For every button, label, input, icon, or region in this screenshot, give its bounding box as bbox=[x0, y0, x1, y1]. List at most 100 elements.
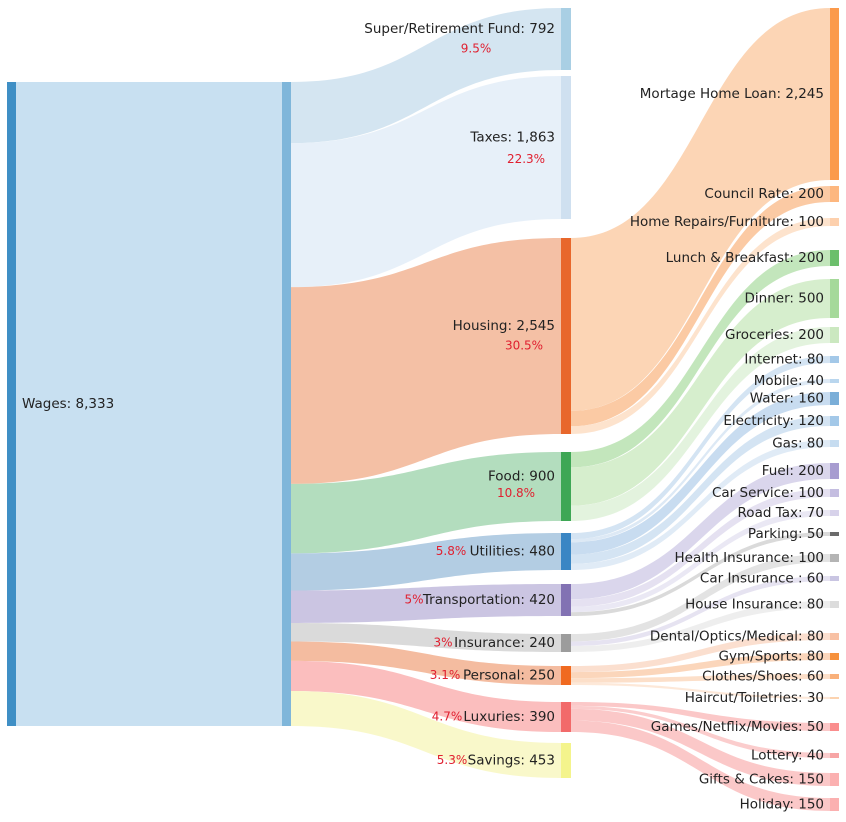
node-roadtax bbox=[830, 510, 839, 516]
node-parking bbox=[830, 532, 839, 536]
link-utilities-gas bbox=[571, 440, 830, 570]
label-parking: Parking: 50 bbox=[748, 526, 824, 542]
label-gas: Gas: 80 bbox=[772, 436, 824, 452]
link-transport-roadtax bbox=[571, 510, 830, 613]
node-wages_mid bbox=[282, 82, 291, 726]
node-holiday bbox=[830, 798, 839, 811]
label-fuel: Fuel: 200 bbox=[762, 463, 824, 479]
link-layer bbox=[16, 8, 830, 811]
link-utilities-electricity bbox=[571, 416, 830, 564]
link-wages_mid-savings bbox=[291, 690, 561, 778]
node-healthins bbox=[830, 554, 839, 562]
link-wages_mid-personal bbox=[291, 641, 561, 685]
node-carins bbox=[830, 576, 839, 581]
node-clothes bbox=[830, 674, 839, 679]
link-wages_mid-housing bbox=[291, 238, 561, 484]
node-electricity bbox=[830, 416, 839, 426]
label-lunch: Lunch & Breakfast: 200 bbox=[666, 250, 824, 266]
node-transport bbox=[561, 584, 571, 616]
node-mortgage bbox=[830, 8, 839, 180]
label-carins: Car Insurance : 60 bbox=[700, 571, 824, 587]
percent-food: 10.8% bbox=[497, 486, 535, 500]
link-luxuries-holiday bbox=[571, 720, 830, 811]
link-wages_mid-taxes bbox=[291, 76, 561, 288]
link-luxuries-gifts bbox=[571, 708, 830, 786]
link-transport-fuel bbox=[571, 463, 830, 600]
link-wages_mid-food bbox=[291, 452, 561, 554]
link-wages_mid-transport bbox=[291, 584, 561, 623]
link-luxuries-games bbox=[571, 702, 830, 731]
label-mobile: Mobile: 40 bbox=[754, 373, 824, 389]
label-roadtax: Road Tax: 70 bbox=[738, 505, 824, 521]
node-housing bbox=[561, 238, 571, 434]
node-internet bbox=[830, 356, 839, 363]
link-wages_mid-luxuries bbox=[291, 660, 561, 732]
link-insurance-houseins bbox=[571, 601, 830, 652]
link-utilities-internet bbox=[571, 356, 830, 540]
label-gym: Gym/Sports: 80 bbox=[719, 649, 824, 665]
link-food-groceries bbox=[571, 327, 830, 521]
node-lunch bbox=[830, 250, 839, 266]
node-savings bbox=[561, 743, 571, 778]
label-carservice: Car Service: 100 bbox=[712, 485, 824, 501]
percent-utilities: 5.8% bbox=[436, 544, 467, 558]
link-wages_mid-super bbox=[291, 8, 561, 144]
link-wages_mid-utilities bbox=[291, 533, 561, 591]
node-utilities bbox=[561, 533, 571, 570]
node-food bbox=[561, 452, 571, 521]
label-lottery: Lottery: 40 bbox=[751, 748, 824, 764]
link-utilities-water bbox=[571, 392, 830, 555]
label-council: Council Rate: 200 bbox=[704, 186, 824, 202]
link-wages_mid-insurance bbox=[291, 622, 561, 652]
node-layer bbox=[7, 8, 839, 811]
label-haircut: Haircut/Toiletries: 30 bbox=[685, 690, 824, 706]
label-housing: Housing: 2,545 bbox=[453, 318, 555, 334]
label-houseins: House Insurance: 80 bbox=[685, 597, 824, 613]
link-insurance-healthins bbox=[571, 554, 830, 642]
percent-personal: 3.1% bbox=[430, 668, 461, 682]
node-water bbox=[830, 392, 839, 405]
percent-housing: 30.5% bbox=[505, 339, 543, 353]
node-haircut bbox=[830, 697, 839, 699]
node-dinner bbox=[830, 279, 839, 318]
label-water: Water: 160 bbox=[750, 391, 824, 407]
label-insurance: Insurance: 240 bbox=[454, 635, 555, 651]
link-food-dinner bbox=[571, 279, 830, 506]
label-savings: Savings: 453 bbox=[468, 753, 555, 769]
node-dental bbox=[830, 633, 839, 640]
label-holiday: Holiday: 150 bbox=[740, 797, 824, 813]
node-insurance bbox=[561, 634, 571, 652]
link-personal-gym bbox=[571, 653, 830, 679]
label-electricity: Electricity: 120 bbox=[723, 413, 824, 429]
node-luxuries bbox=[561, 702, 571, 732]
node-taxes bbox=[561, 76, 571, 219]
percent-taxes: 22.3% bbox=[507, 152, 545, 166]
link-insurance-carins bbox=[571, 576, 830, 646]
link-housing-repairs bbox=[571, 218, 830, 434]
node-personal bbox=[561, 666, 571, 685]
node-lottery bbox=[830, 753, 839, 758]
label-games: Games/Netflix/Movies: 50 bbox=[651, 719, 824, 735]
node-council bbox=[830, 186, 839, 202]
node-houseins bbox=[830, 601, 839, 608]
link-utilities-mobile bbox=[571, 379, 830, 543]
link-wages-wages_mid bbox=[16, 82, 282, 726]
link-transport-parking bbox=[571, 532, 830, 616]
label-clothes: Clothes/Shoes: 60 bbox=[702, 669, 824, 685]
node-groceries bbox=[830, 327, 839, 343]
link-personal-haircut bbox=[571, 682, 830, 699]
node-games bbox=[830, 723, 839, 731]
node-gas bbox=[830, 440, 839, 447]
link-housing-council bbox=[571, 186, 830, 427]
link-luxuries-lottery bbox=[571, 705, 830, 758]
label-dinner: Dinner: 500 bbox=[745, 291, 824, 307]
percent-transport: 5% bbox=[404, 593, 423, 607]
label-luxuries: Luxuries: 390 bbox=[463, 709, 555, 725]
label-food: Food: 900 bbox=[488, 469, 555, 485]
node-gifts bbox=[830, 773, 839, 786]
percent-super: 9.5% bbox=[461, 42, 492, 56]
label-repairs: Home Repairs/Furniture: 100 bbox=[630, 214, 824, 230]
label-dental: Dental/Optics/Medical: 80 bbox=[650, 629, 824, 645]
